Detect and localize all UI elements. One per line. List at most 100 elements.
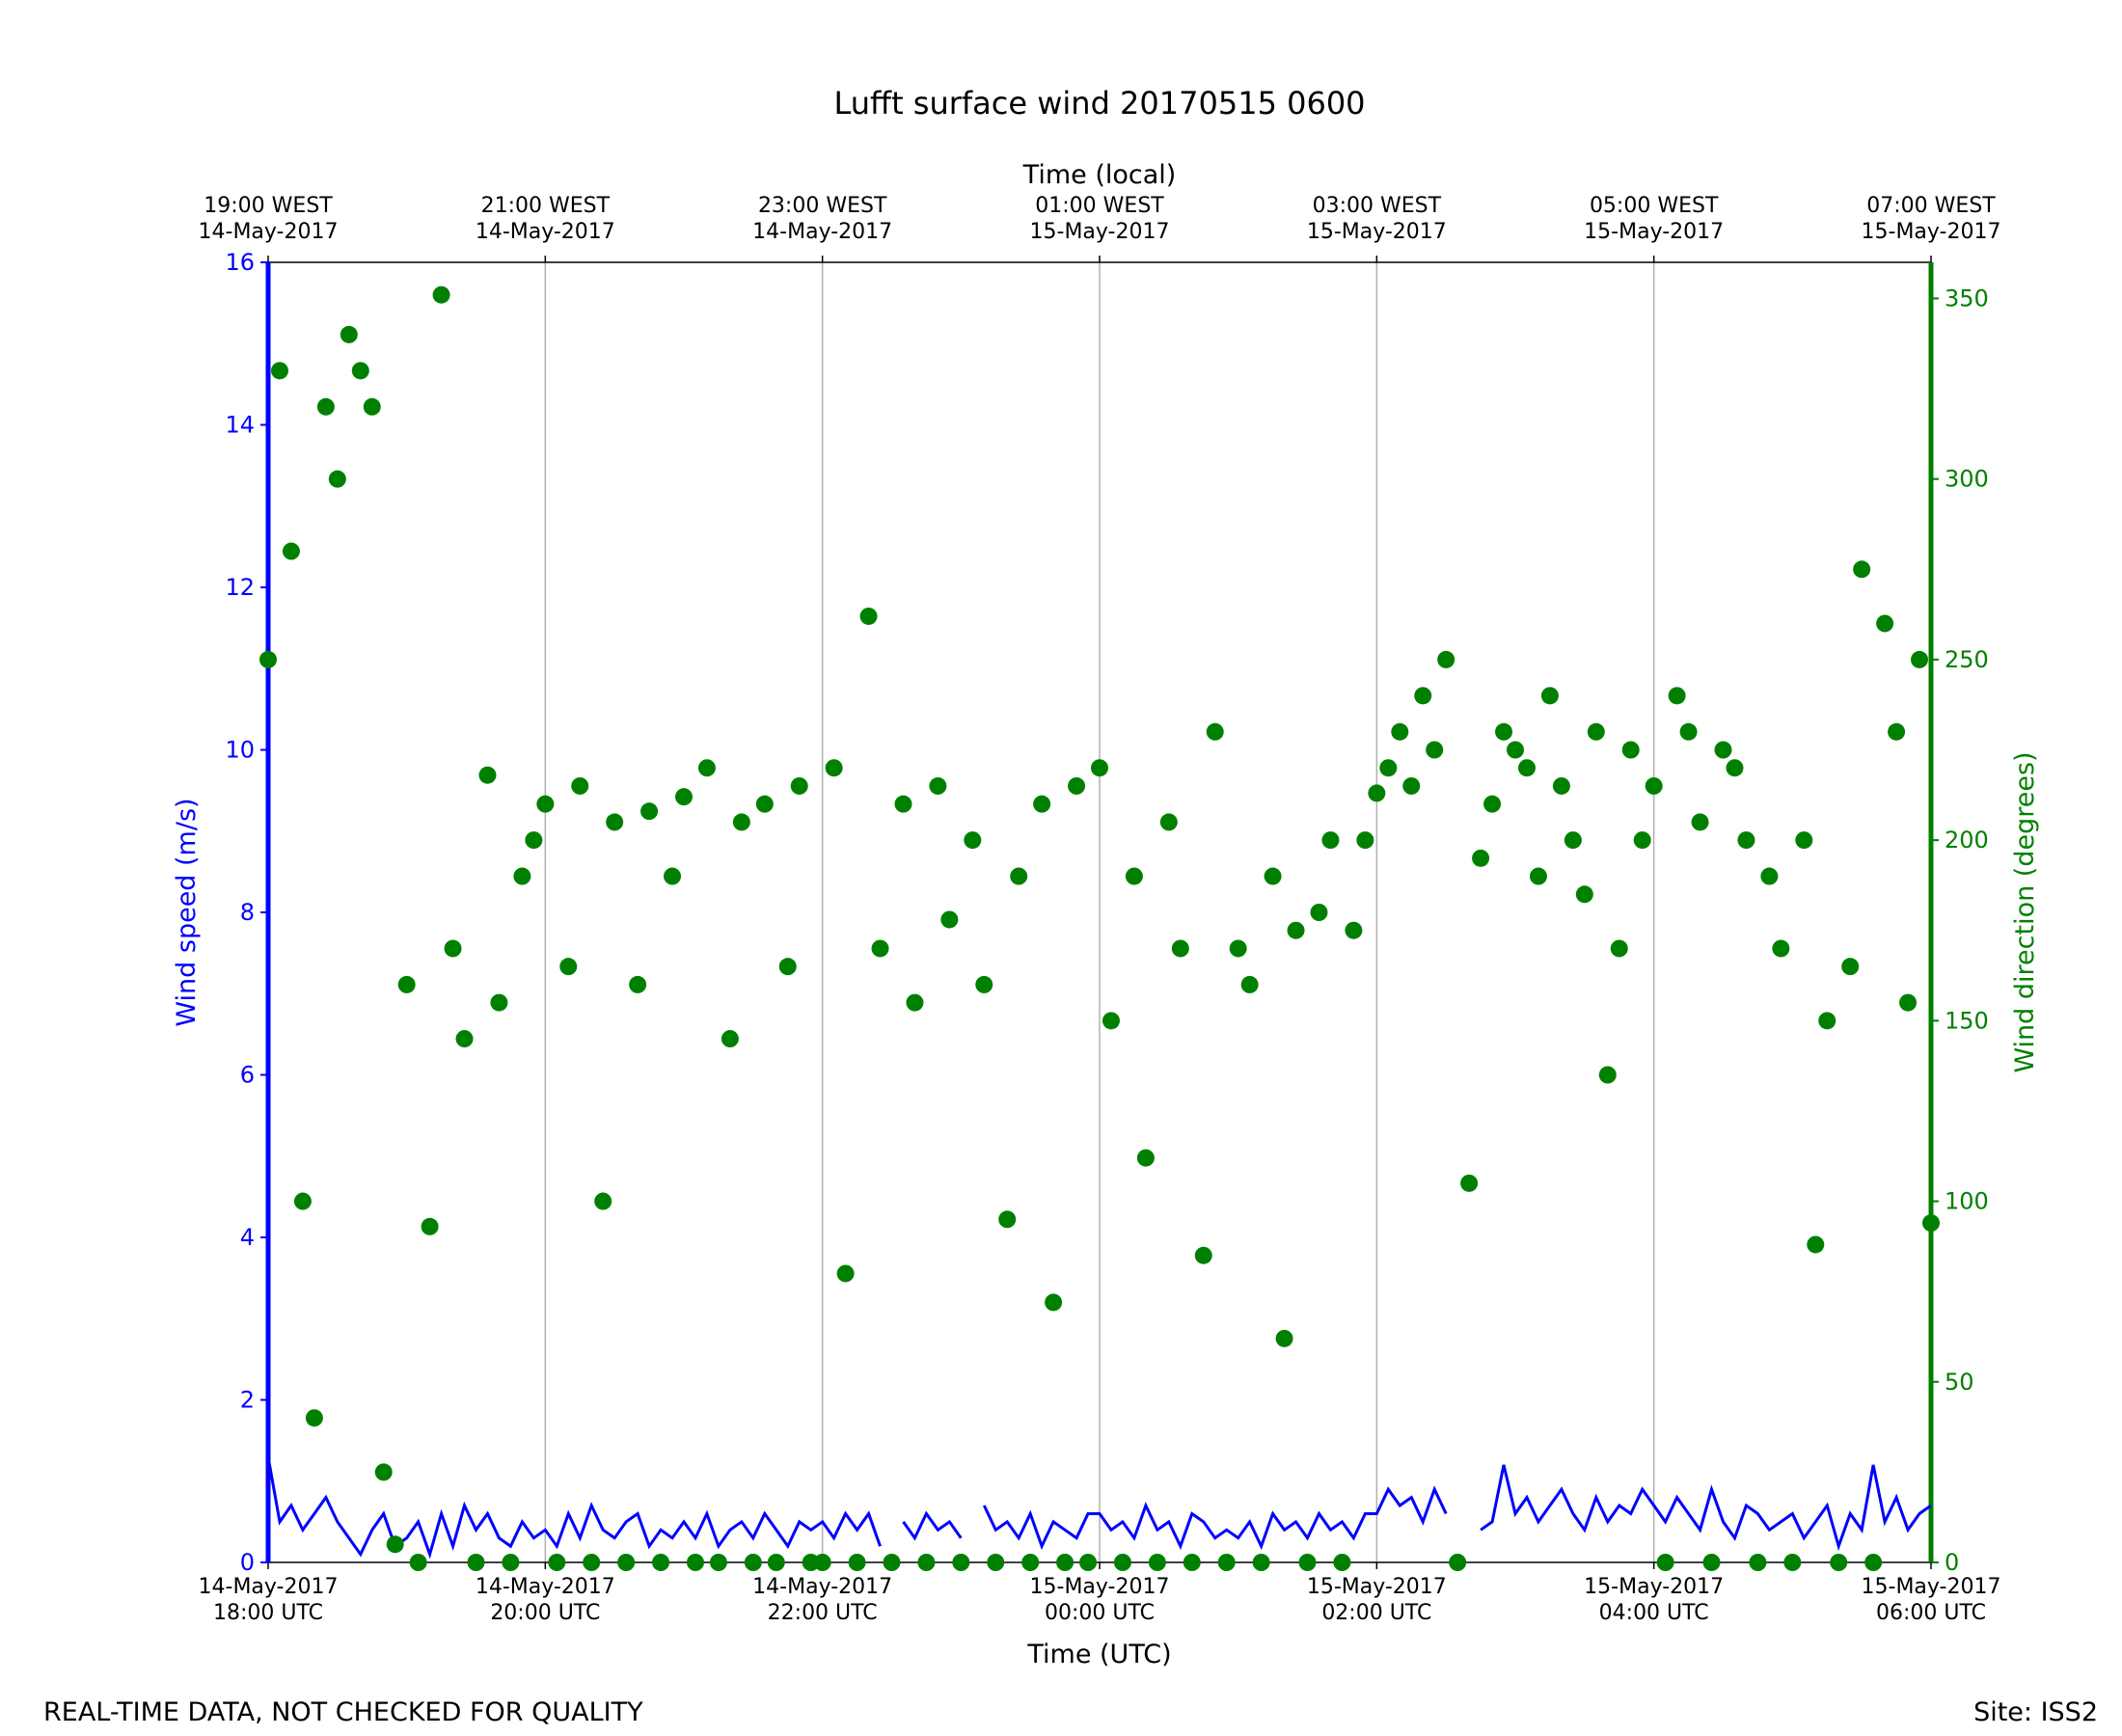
- x2-tick-label: 23:00 WEST 14-May-2017: [752, 194, 892, 244]
- direction-point: [1714, 741, 1732, 759]
- direction-point: [502, 1554, 520, 1571]
- direction-point: [1287, 921, 1305, 939]
- y2-tick-label: 100: [1945, 1188, 1989, 1215]
- direction-point: [813, 1554, 831, 1571]
- direction-point: [1194, 1246, 1212, 1264]
- direction-point: [536, 795, 555, 813]
- direction-point: [1472, 849, 1490, 867]
- direction-point: [1402, 776, 1421, 795]
- direction-point: [906, 993, 924, 1012]
- direction-point: [987, 1554, 1005, 1571]
- direction-point: [1113, 1554, 1131, 1571]
- direction-point: [1252, 1554, 1270, 1571]
- direction-point: [917, 1554, 936, 1571]
- direction-point: [883, 1554, 901, 1571]
- direction-point: [606, 813, 624, 831]
- direction-point: [1864, 1554, 1883, 1571]
- direction-point: [1379, 759, 1398, 777]
- direction-point: [721, 1030, 739, 1048]
- direction-point: [1021, 1554, 1040, 1571]
- direction-point: [778, 958, 797, 976]
- direction-point: [686, 1554, 704, 1571]
- direction-point: [1264, 867, 1282, 885]
- x2-tick-label: 19:00 WEST 14-May-2017: [199, 194, 339, 244]
- x-tick-label: 15-May-2017 02:00 UTC: [1307, 1575, 1447, 1625]
- direction-point: [1310, 904, 1328, 921]
- direction-point: [1102, 1012, 1120, 1030]
- direction-point: [1414, 687, 1432, 705]
- direction-point: [617, 1554, 636, 1571]
- direction-point: [1818, 1012, 1836, 1030]
- direction-point: [1356, 831, 1374, 850]
- direction-point: [825, 759, 843, 777]
- direction-point: [1217, 1554, 1236, 1571]
- direction-point: [767, 1554, 785, 1571]
- direction-point: [363, 397, 381, 416]
- direction-point: [467, 1554, 485, 1571]
- direction-point: [640, 802, 659, 821]
- direction-point: [1483, 795, 1502, 813]
- direction-point: [1426, 741, 1444, 759]
- footer-right: Site: ISS2: [1973, 1697, 2098, 1727]
- direction-point: [559, 958, 578, 976]
- direction-point: [1888, 722, 1906, 741]
- y2-tick-label: 50: [1945, 1369, 1974, 1396]
- direction-point: [1679, 722, 1698, 741]
- direction-point: [351, 362, 369, 380]
- direction-point: [998, 1210, 1017, 1229]
- y-tick-label: 4: [240, 1224, 255, 1251]
- direction-point: [1091, 759, 1108, 777]
- direction-point: [513, 867, 531, 885]
- y2-tick-label: 300: [1945, 466, 1989, 493]
- direction-point: [1911, 650, 1929, 668]
- x2-axis-label: Time (local): [1022, 160, 1177, 190]
- direction-point: [397, 975, 416, 993]
- direction-point: [1495, 722, 1513, 741]
- y-tick-label: 8: [240, 899, 255, 926]
- direction-point: [1645, 776, 1663, 795]
- direction-point: [1575, 885, 1593, 904]
- direction-point: [409, 1554, 427, 1571]
- direction-point: [894, 795, 912, 813]
- direction-point: [1321, 831, 1340, 850]
- direction-point: [1240, 975, 1259, 993]
- direction-point: [732, 813, 750, 831]
- direction-point: [1437, 650, 1455, 668]
- direction-point: [675, 788, 693, 806]
- direction-point: [848, 1554, 866, 1571]
- direction-point: [1830, 1554, 1848, 1571]
- direction-point: [1749, 1554, 1767, 1571]
- x-tick-label: 14-May-2017 20:00 UTC: [476, 1575, 615, 1625]
- direction-point: [1691, 813, 1709, 831]
- direction-point: [629, 975, 647, 993]
- direction-point: [1552, 776, 1570, 795]
- x-tick-label: 15-May-2017 00:00 UTC: [1030, 1575, 1170, 1625]
- direction-point: [1656, 1554, 1674, 1571]
- direction-point: [525, 831, 543, 850]
- direction-point: [583, 1554, 601, 1571]
- direction-point: [940, 910, 959, 929]
- x2-tick-label: 07:00 WEST 15-May-2017: [1862, 194, 2001, 244]
- direction-point: [1298, 1554, 1317, 1571]
- direction-point: [478, 766, 497, 784]
- y-tick-label: 2: [240, 1387, 255, 1414]
- direction-point: [1229, 939, 1247, 958]
- direction-point: [755, 795, 774, 813]
- footer-left: REAL-TIME DATA, NOT CHECKED FOR QUALITY: [43, 1697, 643, 1727]
- direction-point: [1564, 831, 1582, 850]
- direction-point: [270, 362, 288, 380]
- direction-point: [1633, 831, 1651, 850]
- direction-point: [259, 650, 277, 668]
- direction-point: [374, 1463, 393, 1481]
- x-tick-label: 15-May-2017 04:00 UTC: [1584, 1575, 1724, 1625]
- y2-tick-label: 250: [1945, 646, 1989, 673]
- direction-point: [1922, 1214, 1940, 1233]
- y2-tick-label: 200: [1945, 827, 1989, 854]
- direction-point: [1853, 560, 1871, 579]
- direction-point: [1275, 1329, 1293, 1347]
- direction-point: [1507, 741, 1524, 759]
- speed-line: [266, 1456, 1932, 1560]
- direction-point: [1159, 813, 1178, 831]
- direction-point: [1702, 1554, 1721, 1571]
